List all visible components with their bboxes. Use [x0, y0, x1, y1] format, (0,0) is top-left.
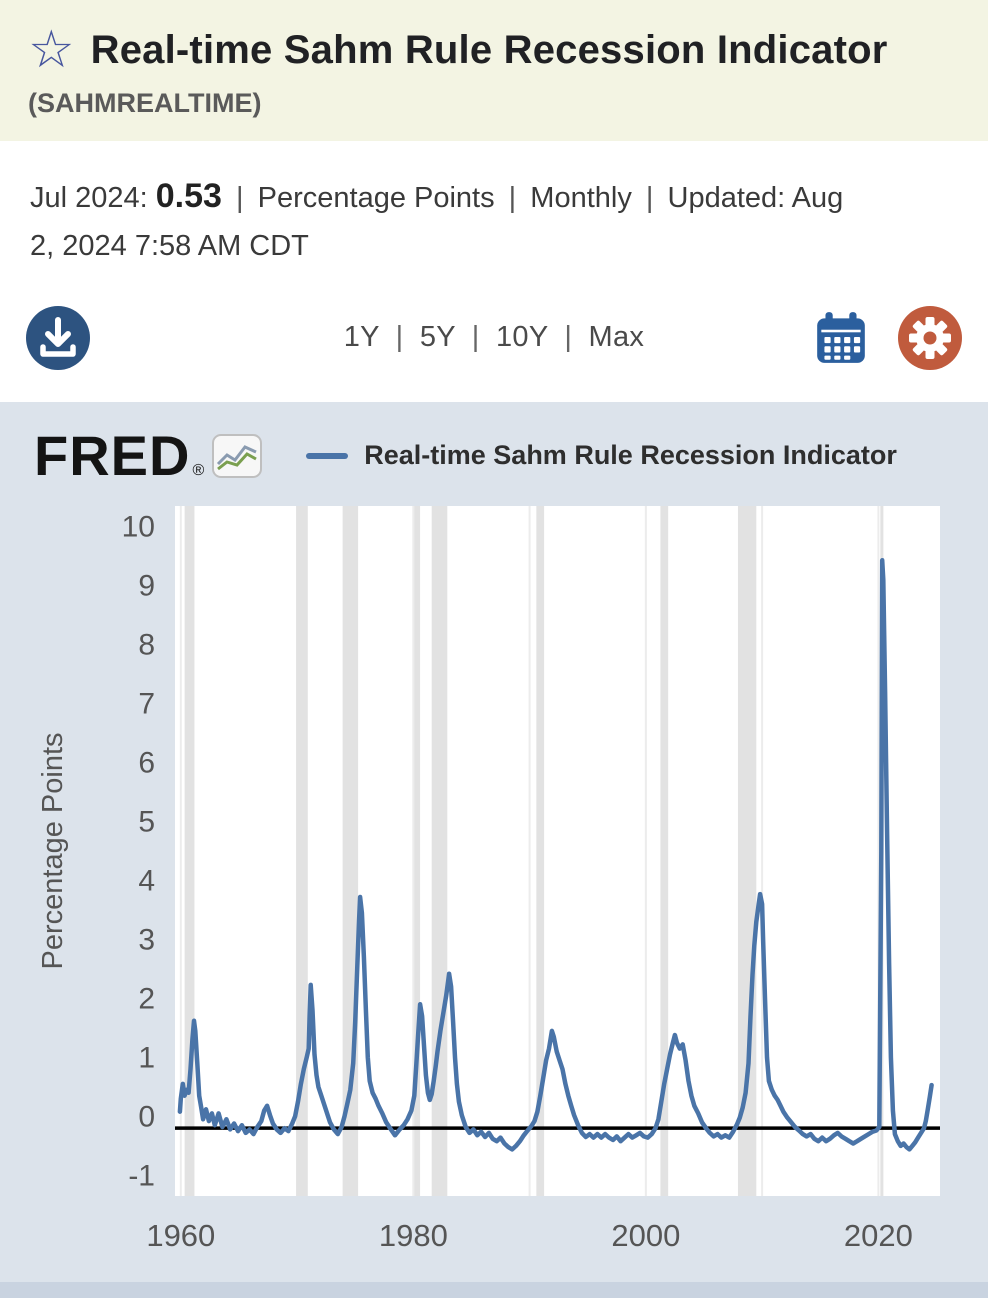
observation-line: Jul 2024: 0.53 | Percentage Points | Mon… — [0, 141, 900, 280]
bottom-bar — [0, 1282, 988, 1298]
download-button[interactable] — [26, 305, 90, 370]
updated-time: 7:58 AM CDT — [134, 230, 309, 263]
range-option-max[interactable]: Max — [588, 321, 645, 354]
chart-header: FRED ® Real-time Sahm Rule Recession Ind… — [0, 402, 988, 486]
x-tick-label: 2000 — [611, 1218, 680, 1253]
x-tick-label: 1960 — [146, 1218, 215, 1253]
y-tick-label: 2 — [138, 982, 155, 1015]
fred-logo-text: FRED — [34, 423, 191, 487]
observation-value: 0.53 — [155, 177, 222, 215]
page-title: Real-time Sahm Rule Recession Indicator — [90, 27, 888, 72]
updated-date: Aug 2, 2024 — [30, 182, 844, 263]
separator: | — [564, 321, 573, 354]
recession-band — [536, 505, 545, 1196]
chart-legend: Real-time Sahm Rule Recession Indicator — [306, 440, 897, 471]
recession-band — [184, 505, 195, 1196]
favorite-star-icon[interactable]: ☆ — [28, 21, 75, 79]
y-tick-label: 5 — [138, 805, 155, 838]
download-icon — [26, 305, 90, 370]
y-tick-label: 4 — [138, 864, 155, 897]
y-tick-label: 6 — [138, 746, 155, 779]
y-tick-label: 0 — [138, 1100, 155, 1133]
separator: | — [471, 321, 480, 354]
app-header: ☆ Real-time Sahm Rule Recession Indicato… — [0, 0, 988, 141]
recession-band — [660, 505, 669, 1196]
recession-band — [414, 505, 421, 1196]
title-row: ☆ Real-time Sahm Rule Recession Indicato… — [28, 24, 960, 76]
x-tick-label: 2020 — [844, 1218, 913, 1253]
settings-button[interactable] — [898, 305, 962, 370]
registered-mark: ® — [192, 461, 205, 479]
y-tick-label: 1 — [138, 1041, 155, 1074]
y-axis-title: Percentage Points — [37, 732, 69, 969]
series-id: (SAHMREALTIME) — [28, 88, 262, 118]
legend-label: Real-time Sahm Rule Recession Indicator — [364, 440, 897, 471]
separator: | — [395, 321, 404, 354]
separator: | — [508, 182, 517, 214]
y-tick-label: 10 — [122, 510, 155, 543]
range-option-1y[interactable]: 1Y — [343, 321, 380, 354]
range-option-10y[interactable]: 10Y — [496, 321, 548, 354]
x-tick-label: 1980 — [379, 1218, 448, 1253]
observation-frequency: Monthly — [530, 182, 632, 214]
line-chart-icon — [212, 433, 263, 478]
fred-logo[interactable]: FRED ® — [34, 423, 263, 487]
observation-units: Percentage Points — [257, 182, 495, 214]
gear-icon — [898, 305, 962, 370]
y-tick-label: 7 — [138, 687, 155, 720]
recession-band — [296, 505, 308, 1196]
separator: | — [236, 182, 244, 214]
toolbar: 1Y | 5Y | 10Y | Max — [0, 280, 988, 380]
y-tick-label: 9 — [138, 569, 155, 602]
updated-label: Updated: — [667, 182, 786, 214]
observation-date-label: Jul 2024: — [30, 182, 148, 214]
y-tick-label: 8 — [138, 628, 155, 661]
legend-line-swatch — [306, 452, 349, 459]
calendar-icon — [817, 311, 865, 363]
y-tick-label: 3 — [138, 923, 155, 956]
calendar-button[interactable] — [812, 309, 870, 367]
y-tick-label: -1 — [128, 1159, 155, 1192]
range-option-5y[interactable]: 5Y — [419, 321, 456, 354]
plot-area — [175, 505, 940, 1196]
series-line — [177, 557, 934, 1152]
separator: | — [645, 182, 654, 214]
chart-panel: FRED ® Real-time Sahm Rule Recession Ind… — [0, 401, 988, 1298]
toolbar-right — [812, 305, 962, 370]
